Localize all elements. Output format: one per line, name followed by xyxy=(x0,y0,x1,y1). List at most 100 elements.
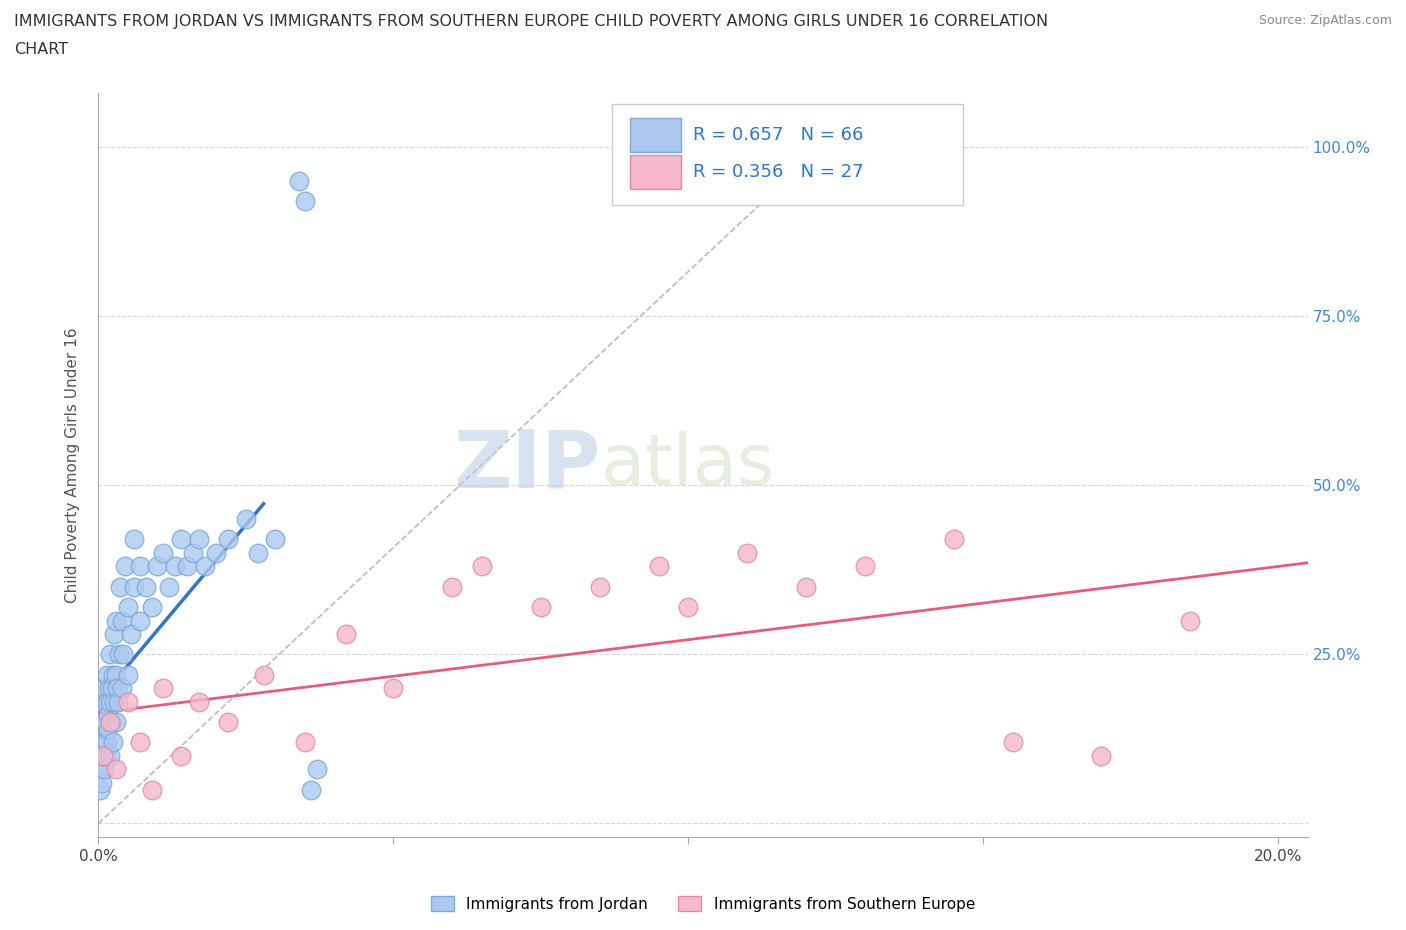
Point xyxy=(678,600,700,615)
Point xyxy=(91,714,114,729)
Point xyxy=(1001,735,1024,750)
Point xyxy=(152,681,174,696)
Point xyxy=(98,714,121,729)
Text: R = 0.657   N = 66: R = 0.657 N = 66 xyxy=(693,126,863,143)
Point xyxy=(170,749,193,764)
Text: Source: ZipAtlas.com: Source: ZipAtlas.com xyxy=(1258,14,1392,27)
Text: R = 0.356   N = 27: R = 0.356 N = 27 xyxy=(693,163,863,180)
Point xyxy=(128,613,150,628)
Point xyxy=(141,600,163,615)
Point xyxy=(105,714,128,729)
Text: CHART: CHART xyxy=(14,42,67,57)
Point xyxy=(98,749,121,764)
Point xyxy=(105,667,128,682)
Point xyxy=(1090,749,1112,764)
Point xyxy=(176,559,198,574)
Legend: Immigrants from Jordan, Immigrants from Southern Europe: Immigrants from Jordan, Immigrants from … xyxy=(425,889,981,918)
Point xyxy=(135,579,157,594)
Point xyxy=(117,600,139,615)
Point xyxy=(205,546,228,561)
Point xyxy=(93,735,115,750)
Point xyxy=(589,579,612,594)
Text: ZIP: ZIP xyxy=(453,426,600,504)
Point xyxy=(93,681,115,696)
Point xyxy=(112,647,135,662)
Point xyxy=(299,782,322,797)
Point xyxy=(111,681,134,696)
Point xyxy=(264,532,287,547)
Point xyxy=(91,776,114,790)
Point xyxy=(117,695,139,710)
Point xyxy=(170,532,193,547)
Point xyxy=(122,532,145,547)
Point xyxy=(90,735,112,750)
Point xyxy=(105,681,128,696)
Point xyxy=(89,782,111,797)
Point xyxy=(98,695,121,710)
Point xyxy=(105,762,128,777)
Point xyxy=(288,174,311,189)
Text: atlas: atlas xyxy=(600,431,775,499)
Point xyxy=(853,559,876,574)
FancyBboxPatch shape xyxy=(630,117,682,152)
Point xyxy=(294,193,316,208)
Point xyxy=(735,546,758,561)
Point xyxy=(101,681,124,696)
Point xyxy=(335,627,357,642)
FancyBboxPatch shape xyxy=(613,104,963,205)
Point xyxy=(794,579,817,594)
Point xyxy=(96,695,118,710)
Point xyxy=(117,667,139,682)
Point xyxy=(97,722,120,737)
Point xyxy=(100,714,122,729)
Point xyxy=(98,647,121,662)
Point xyxy=(157,579,180,594)
FancyBboxPatch shape xyxy=(630,154,682,189)
Point xyxy=(96,735,118,750)
Point xyxy=(128,559,150,574)
Point xyxy=(530,600,553,615)
Point xyxy=(90,762,112,777)
Point xyxy=(942,532,965,547)
Point xyxy=(382,681,405,696)
Point xyxy=(91,749,114,764)
Point xyxy=(252,667,274,682)
Point xyxy=(101,735,124,750)
Point xyxy=(1178,613,1201,628)
Point xyxy=(96,667,118,682)
Point xyxy=(101,667,124,682)
Point xyxy=(91,749,114,764)
Point xyxy=(103,627,125,642)
Point xyxy=(128,735,150,750)
Point xyxy=(105,613,128,628)
Point xyxy=(108,647,131,662)
Point xyxy=(141,782,163,797)
Point xyxy=(165,559,187,574)
Text: IMMIGRANTS FROM JORDAN VS IMMIGRANTS FROM SOUTHERN EUROPE CHILD POVERTY AMONG GI: IMMIGRANTS FROM JORDAN VS IMMIGRANTS FRO… xyxy=(14,14,1049,29)
Point xyxy=(471,559,494,574)
Point xyxy=(152,546,174,561)
Point xyxy=(103,695,125,710)
Point xyxy=(89,749,111,764)
Point xyxy=(108,579,131,594)
Point xyxy=(91,695,114,710)
Point xyxy=(187,532,209,547)
Point xyxy=(146,559,169,574)
Point xyxy=(97,708,120,723)
Point xyxy=(107,695,129,710)
Point xyxy=(93,762,115,777)
Point xyxy=(194,559,217,574)
Point xyxy=(294,735,316,750)
Point xyxy=(181,546,204,561)
Point xyxy=(94,749,117,764)
Point xyxy=(111,613,134,628)
Y-axis label: Child Poverty Among Girls Under 16: Child Poverty Among Girls Under 16 xyxy=(65,327,80,603)
Point xyxy=(648,559,671,574)
Point xyxy=(217,532,239,547)
Point xyxy=(94,714,117,729)
Point xyxy=(187,695,209,710)
Point xyxy=(441,579,464,594)
Point xyxy=(235,512,257,526)
Point xyxy=(122,579,145,594)
Point xyxy=(217,714,239,729)
